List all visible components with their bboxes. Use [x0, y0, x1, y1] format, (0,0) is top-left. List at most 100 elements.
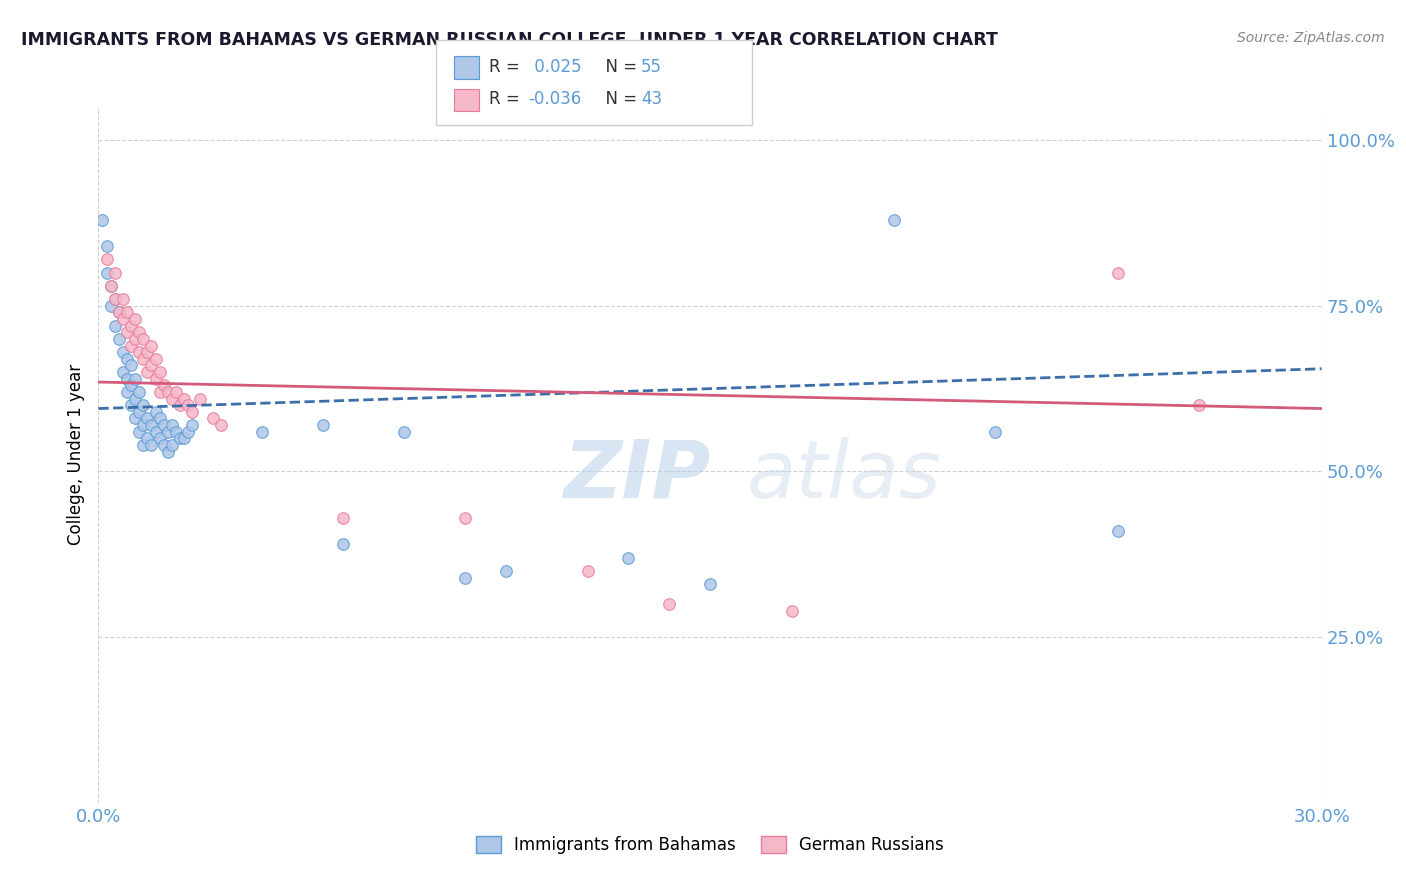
Point [120, 338, 142, 352]
Point [136, 345, 159, 359]
Point [576, 564, 599, 578]
Point [120, 378, 142, 392]
Point [96, 266, 118, 280]
Point [120, 359, 142, 373]
Y-axis label: College, Under 1 year: College, Under 1 year [67, 364, 86, 546]
Point [152, 438, 174, 452]
Point [145, 405, 167, 419]
Point [128, 345, 150, 359]
Point [132, 418, 155, 433]
Point [145, 372, 167, 386]
Point [780, 604, 803, 618]
Point [165, 384, 187, 399]
Text: 55: 55 [641, 58, 662, 77]
Point [332, 537, 354, 551]
Point [100, 279, 122, 293]
Point [312, 418, 335, 433]
Point [156, 444, 179, 458]
Point [136, 411, 159, 425]
Point [115, 326, 138, 340]
Point [124, 312, 146, 326]
Point [111, 292, 134, 306]
Point [617, 550, 640, 565]
Point [169, 398, 191, 412]
Point [250, 425, 273, 439]
Text: -0.036: -0.036 [529, 90, 582, 108]
Point [152, 378, 174, 392]
Point [149, 365, 172, 379]
Text: IMMIGRANTS FROM BAHAMAS VS GERMAN RUSSIAN COLLEGE, UNDER 1 YEAR CORRELATION CHAR: IMMIGRANTS FROM BAHAMAS VS GERMAN RUSSIA… [21, 31, 998, 49]
Point [209, 418, 232, 433]
Point [1107, 524, 1129, 538]
Point [177, 398, 200, 412]
Point [495, 564, 517, 578]
Point [104, 266, 127, 280]
Point [149, 431, 172, 445]
Point [201, 411, 224, 425]
Point [136, 365, 159, 379]
Point [160, 438, 183, 452]
Point [149, 384, 172, 399]
Text: Source: ZipAtlas.com: Source: ZipAtlas.com [1237, 31, 1385, 45]
Point [141, 338, 163, 352]
Text: N =: N = [595, 58, 643, 77]
Point [156, 384, 179, 399]
Point [658, 597, 681, 611]
Point [124, 332, 146, 346]
Point [169, 431, 191, 445]
Point [132, 438, 155, 452]
Point [104, 318, 127, 333]
Point [115, 351, 138, 366]
Point [392, 425, 416, 439]
Point [177, 425, 200, 439]
Point [132, 332, 155, 346]
Point [128, 405, 150, 419]
Point [136, 431, 159, 445]
Point [128, 326, 150, 340]
Point [96, 252, 118, 267]
Point [128, 384, 150, 399]
Text: R =: R = [489, 90, 526, 108]
Point [181, 405, 204, 419]
Legend: Immigrants from Bahamas, German Russians: Immigrants from Bahamas, German Russians [470, 829, 950, 861]
Point [108, 332, 131, 346]
Point [115, 372, 138, 386]
Point [104, 292, 127, 306]
Point [111, 345, 134, 359]
Point [111, 312, 134, 326]
Point [108, 305, 131, 319]
Point [141, 438, 163, 452]
Point [699, 577, 721, 591]
Text: 43: 43 [641, 90, 662, 108]
Point [124, 372, 146, 386]
Point [115, 384, 138, 399]
Text: R =: R = [489, 58, 526, 77]
Point [188, 392, 212, 406]
Point [145, 425, 167, 439]
Point [124, 411, 146, 425]
Point [120, 318, 142, 333]
Point [160, 392, 183, 406]
Point [332, 511, 354, 525]
Point [132, 351, 155, 366]
Point [111, 365, 134, 379]
Point [124, 392, 146, 406]
Point [120, 398, 142, 412]
Point [108, 305, 131, 319]
Point [132, 398, 155, 412]
Point [156, 425, 179, 439]
Point [165, 425, 187, 439]
Point [160, 418, 183, 433]
Point [173, 431, 195, 445]
Point [128, 425, 150, 439]
Text: ZIP: ZIP [564, 437, 710, 515]
Point [454, 570, 477, 584]
Point [100, 299, 122, 313]
Point [141, 359, 163, 373]
Point [173, 392, 195, 406]
Point [104, 292, 127, 306]
Point [96, 239, 118, 253]
Point [149, 411, 172, 425]
Point [1188, 398, 1211, 412]
Text: 0.025: 0.025 [529, 58, 581, 77]
